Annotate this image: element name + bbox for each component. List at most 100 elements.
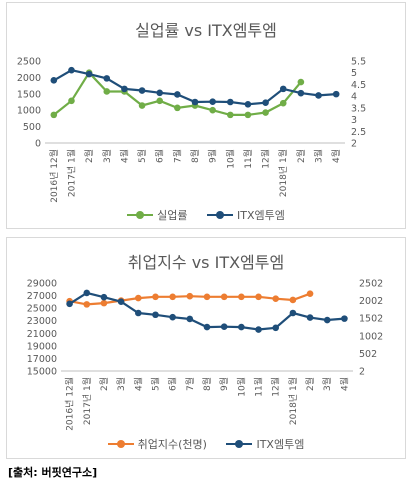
x-tick-label: 9월 [218,377,230,391]
x-tick-label: 11월 [253,377,265,397]
y-tick-right: 2.5 [351,127,366,138]
series-point [85,70,93,78]
series-point [289,296,297,304]
x-tick-label: 3월 [313,149,325,163]
series-point [203,323,211,331]
series-point [209,106,216,114]
y-tick-left: 25000 [27,304,57,315]
series-point [83,289,91,297]
legend-label: ITX엠투엠 [256,438,305,451]
series-point [68,97,75,105]
x-tick-label: 9월 [207,149,219,163]
series-point [186,292,194,300]
series-point [306,290,314,297]
y-tick-right: 2 [351,139,357,150]
legend-item-itx: ITX엠투엠 [226,436,304,452]
x-tick-label: 7월 [171,149,183,163]
series-point [238,323,245,331]
y-tick-right: 1002 [359,331,383,342]
x-tick-label: 3월 [321,377,333,391]
x-tick-label: 5월 [149,377,161,391]
series-point [272,295,280,303]
x-tick-label: 11월 [242,149,254,169]
x-tick-label: 2월 [304,377,316,391]
y-tick-right: 502 [359,349,377,360]
x-tick-label: 4월 [132,377,144,391]
x-tick-label: 7월 [184,377,196,391]
series-point [226,98,234,106]
y-tick-right: 3 [351,115,357,126]
x-tick-label: 3월 [101,149,113,163]
y-tick-left: 2000 [17,73,41,84]
y-tick-left: 0 [35,139,41,150]
series-point [262,99,269,106]
x-tick-label: 2017년 1월 [65,149,77,197]
series-point [226,111,234,119]
chart-legend: 취업지수(천명) ITX엠투엠 [7,436,405,452]
series-point [289,309,297,317]
x-tick-label: 2016년 12월 [64,377,76,431]
y-tick-right: 5 [351,68,357,79]
series-point [186,315,194,323]
series-point [66,300,73,308]
x-tick-label: 5월 [136,149,148,163]
y-tick-left: 500 [23,122,41,133]
series-point [174,91,181,98]
series-point [138,102,146,109]
series-point [103,88,111,95]
series-point [134,309,142,317]
y-tick-left: 23000 [27,316,57,327]
y-tick-left: 29000 [27,279,57,290]
y-tick-right: 3.5 [351,103,366,114]
y-tick-left: 15000 [27,367,57,378]
series-point [156,97,164,105]
series-point [272,324,280,332]
series-point [255,326,262,333]
series-point [220,323,228,331]
y-tick-left: 17000 [27,354,57,365]
series-point [117,298,125,306]
y-tick-left: 1000 [17,106,41,117]
y-tick-right: 2002 [359,296,383,307]
series-point [169,293,176,301]
series-point [332,90,340,98]
series-point [244,100,252,108]
y-tick-right: 2 [359,367,365,378]
legend-item-itx: ITX엠투엠 [207,207,285,223]
x-tick-label: 12월 [270,377,282,397]
legend-label: 취업지수(천명) [137,438,207,451]
x-tick-label: 3월 [115,377,127,391]
series-point [83,301,91,308]
y-tick-right: 5.5 [351,57,366,68]
chart-title: 취업지수 vs ITX엠투엠 [127,253,285,272]
x-tick-label: 2017년 1월 [81,377,93,425]
series-point [50,77,58,84]
series-point [138,87,146,94]
y-tick-left: 1500 [17,89,41,100]
legend-swatch [127,210,154,220]
legend-label: ITX엠투엠 [237,209,285,222]
chart-title: 실업률 vs ITX엠투엠 [135,21,277,40]
x-tick-label: 8월 [189,149,201,163]
x-tick-label: 2016년 12월 [48,149,60,203]
x-tick-label: 2018년 1월 [277,149,289,197]
series-point [134,294,142,302]
y-tick-left: 27000 [27,291,57,302]
x-tick-label: 10월 [224,149,236,169]
series-point [169,313,176,321]
series-point [279,85,287,93]
series-point [220,293,228,301]
series-point [174,104,181,112]
x-tick-label: 12월 [260,149,272,169]
series-point [50,111,58,119]
series-point [100,293,108,301]
legend-label: 실업률 [157,209,188,222]
series-point [315,92,322,99]
chart-legend: 실업률 ITX엠투엠 [7,207,405,223]
y-tick-right: 4 [351,92,357,103]
series-point [255,293,262,301]
series-point [297,78,305,86]
x-tick-label: 4월 [338,377,350,391]
legend-item-employment: 취업지수(천명) [107,436,207,452]
y-tick-left: 19000 [27,341,57,352]
